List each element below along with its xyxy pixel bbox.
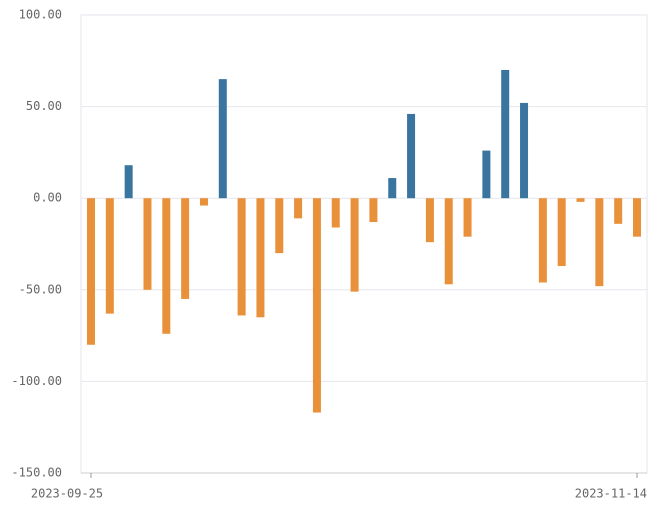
bar — [407, 113, 416, 199]
bar — [388, 178, 397, 199]
bar — [199, 198, 208, 206]
bar — [256, 198, 265, 318]
bar — [557, 198, 566, 266]
bar — [87, 198, 95, 345]
bar — [294, 198, 303, 219]
bar — [425, 198, 434, 243]
bar — [237, 198, 246, 316]
x-tick-label: 2023-11-14 — [575, 487, 647, 501]
y-tick-label: 100.00 — [19, 8, 62, 22]
y-tick-label: 50.00 — [26, 99, 62, 113]
bar — [633, 198, 641, 237]
bar — [501, 69, 510, 199]
bar — [312, 198, 321, 413]
bar — [162, 198, 171, 334]
bar — [576, 198, 585, 202]
bar — [520, 102, 529, 199]
bar — [105, 198, 114, 314]
x-tick-label: 2023-09-25 — [31, 487, 103, 501]
bar — [143, 198, 152, 290]
bar — [181, 198, 190, 299]
bar — [538, 198, 547, 283]
bar — [595, 198, 604, 287]
bar — [614, 198, 623, 224]
bar — [482, 150, 491, 199]
bar — [463, 198, 472, 237]
bar — [331, 198, 340, 228]
y-tick-label: -100.00 — [11, 374, 62, 388]
bar — [218, 79, 227, 199]
bar — [444, 198, 453, 285]
bar — [124, 165, 133, 199]
y-tick-label: -150.00 — [11, 466, 62, 480]
bar — [369, 198, 378, 223]
y-tick-label: 0.00 — [33, 191, 62, 205]
bar — [275, 198, 284, 254]
y-tick-label: -50.00 — [19, 282, 62, 296]
bar — [350, 198, 359, 292]
